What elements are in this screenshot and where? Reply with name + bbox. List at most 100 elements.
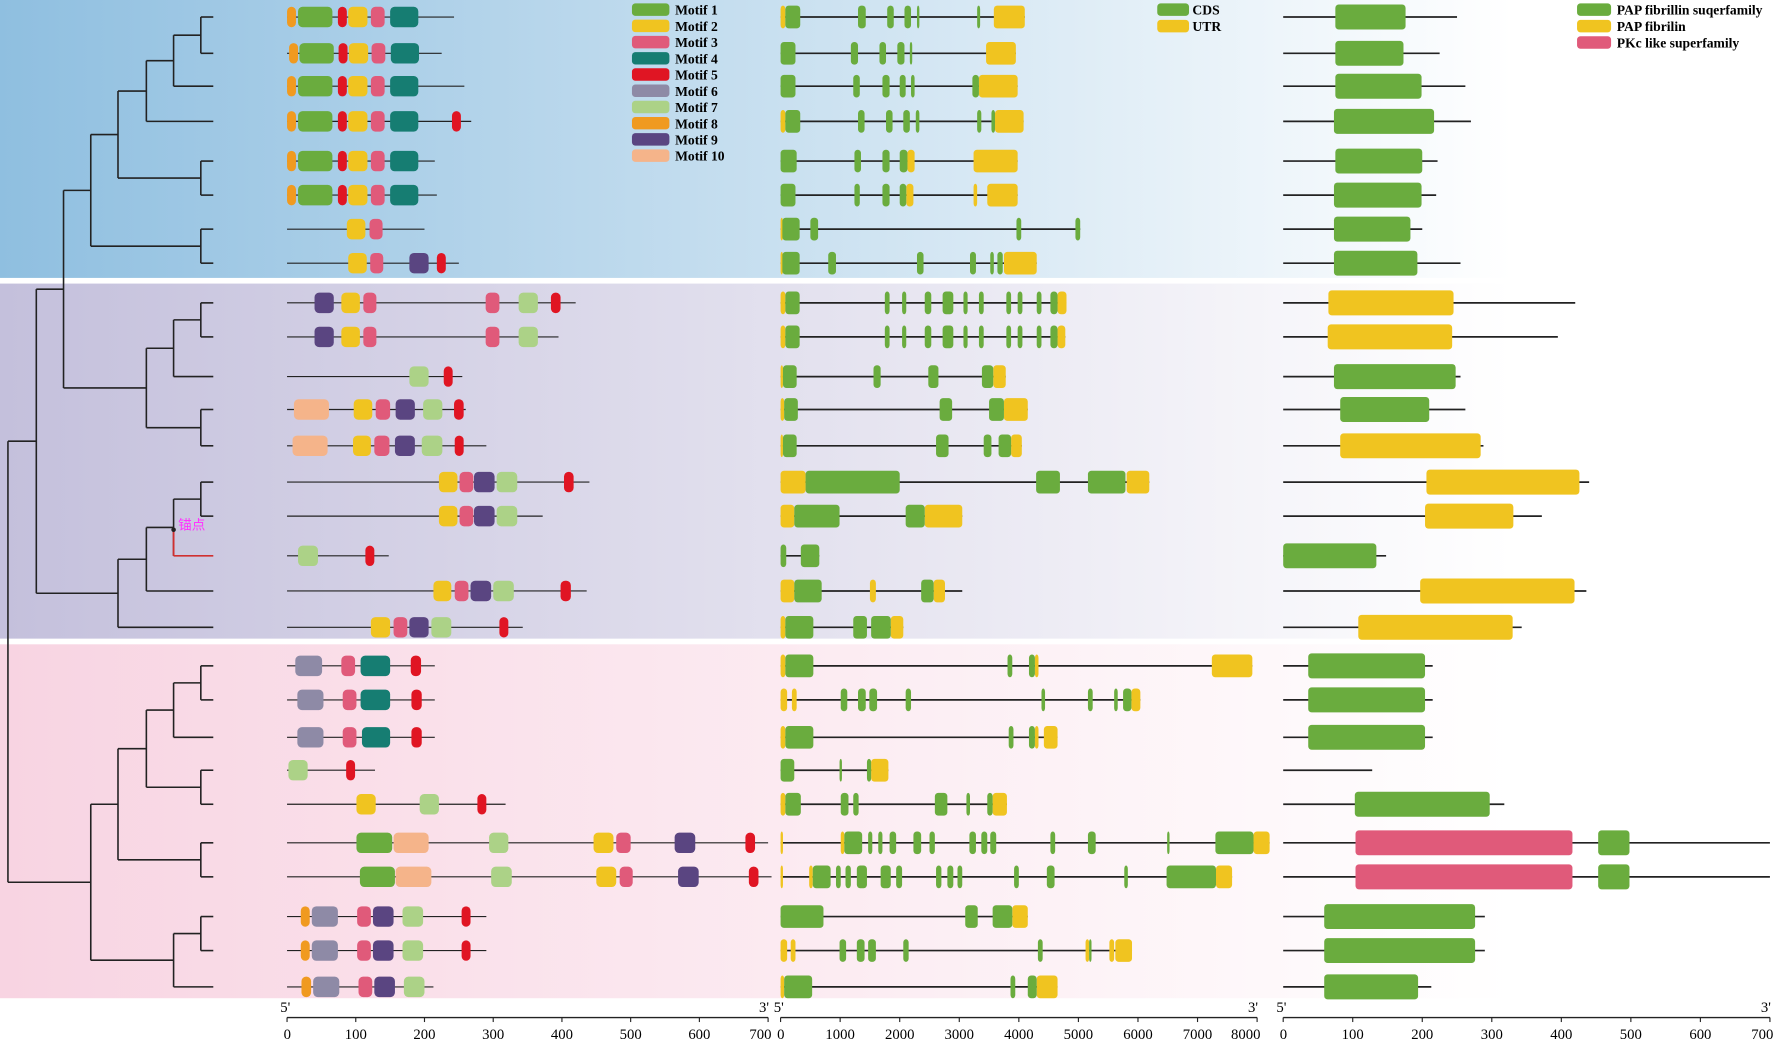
- domain-legend-swatch: [1577, 19, 1612, 33]
- motif-3-box: [342, 689, 357, 711]
- cds-box: [785, 110, 801, 133]
- motif-3-box: [370, 76, 385, 97]
- motif-9-box: [473, 471, 495, 493]
- domain-2-box: [1340, 433, 1481, 459]
- domain-axis-tick-label: 400: [1550, 1027, 1572, 1043]
- motif-9-box: [372, 906, 394, 927]
- motif-axis-tick-label: 600: [688, 1027, 710, 1043]
- cds-box: [858, 5, 866, 29]
- cds-box: [858, 688, 866, 712]
- motif-2-box: [346, 218, 366, 240]
- utr-box: [1057, 291, 1067, 315]
- cds-box: [916, 251, 924, 275]
- cds-box: [845, 865, 851, 889]
- motif-1-box: [298, 76, 333, 97]
- utr-box: [780, 939, 788, 962]
- cds-box: [1087, 831, 1096, 855]
- utr-box: [1215, 865, 1233, 889]
- motif-axis-tick-label: 700: [749, 1027, 771, 1043]
- group-band-3: [0, 644, 1779, 999]
- utr-box: [1211, 654, 1253, 678]
- cds-box: [905, 688, 912, 712]
- motif-7-box: [288, 760, 308, 781]
- motif-7-box: [491, 866, 512, 888]
- cds-box: [1123, 688, 1132, 712]
- cds-box: [963, 291, 968, 315]
- cds-box: [1017, 325, 1023, 349]
- motif-legend-swatch: [631, 84, 670, 97]
- gene-axis-tick-label: 4000: [1004, 1027, 1033, 1043]
- motif-7-box: [431, 617, 452, 638]
- utr-box: [780, 217, 783, 241]
- domain-1-box: [1335, 40, 1404, 66]
- cds-box: [840, 792, 849, 816]
- cds-box: [780, 905, 824, 928]
- gene-legend-swatch: [1157, 3, 1190, 16]
- utr-box: [780, 654, 786, 678]
- motif-5-box: [337, 6, 347, 28]
- domain-axis-3prime: 3': [1761, 1000, 1771, 1016]
- motif-6-box: [295, 655, 323, 677]
- gene-axis-5prime: 5': [774, 1000, 784, 1016]
- cds-box: [839, 939, 847, 962]
- motif-5-box: [499, 617, 509, 638]
- motif-panel: [287, 6, 772, 998]
- cds-box: [947, 865, 954, 889]
- cds-box: [780, 41, 796, 65]
- cds-box: [854, 183, 860, 207]
- cds-box: [868, 939, 876, 962]
- motif-legend-label: Motif 4: [675, 51, 718, 66]
- motif-2-box: [356, 794, 376, 815]
- cds-box: [903, 939, 909, 962]
- motif-3-box: [342, 727, 357, 748]
- cds-box: [850, 41, 859, 65]
- motif-2-box: [348, 184, 368, 206]
- domain-legend-label: PAP fibrillin suqerfamily: [1617, 3, 1763, 18]
- cds-box: [902, 291, 907, 315]
- utr-box: [992, 792, 1007, 816]
- cds-box: [873, 365, 881, 388]
- domain-legend-swatch: [1577, 3, 1612, 16]
- utr-box: [1115, 939, 1133, 962]
- motif-6-box: [297, 727, 324, 748]
- motif-3-box: [363, 292, 377, 314]
- cds-box: [1014, 865, 1019, 889]
- motif-1-box: [298, 150, 333, 172]
- utr-box: [1043, 725, 1058, 749]
- utr-box: [993, 5, 1025, 29]
- motif-2-box: [438, 471, 458, 493]
- motif-legend-label: Motif 6: [675, 84, 718, 99]
- domain-1-box: [1324, 974, 1419, 1000]
- cds-box: [784, 398, 798, 421]
- motif-3-box: [358, 976, 373, 998]
- cds-box: [1028, 654, 1035, 678]
- cds-box: [858, 110, 865, 133]
- cds-box: [998, 434, 1012, 458]
- cds-box: [840, 688, 848, 712]
- domain-3-box: [1355, 864, 1573, 890]
- cds-box: [1006, 291, 1012, 315]
- utr-box: [933, 579, 945, 603]
- domain-axis-tick-label: 0: [1280, 1027, 1287, 1043]
- domain-2-box: [1328, 290, 1454, 316]
- gene-legend-label: UTR: [1192, 19, 1221, 34]
- motif-2-box: [348, 150, 368, 172]
- gene-legend-swatch: [1157, 19, 1190, 33]
- motif-legend-label: Motif 2: [675, 19, 718, 34]
- cds-box: [913, 831, 922, 855]
- domain-1-box: [1308, 653, 1426, 679]
- cds-box: [794, 504, 840, 528]
- cds-box: [782, 217, 800, 241]
- motif-3-box: [341, 655, 356, 677]
- cds-box: [1050, 831, 1056, 855]
- utr-box: [780, 5, 786, 29]
- motif-3-box: [363, 326, 377, 348]
- motif-2-box: [593, 832, 614, 854]
- cds-box: [839, 758, 842, 782]
- utr-box: [1253, 831, 1270, 855]
- motif-9-box: [374, 976, 395, 998]
- cds-box: [887, 5, 894, 29]
- cds-box: [1027, 975, 1037, 999]
- cds-box: [936, 865, 942, 889]
- motif-3-box: [369, 218, 383, 240]
